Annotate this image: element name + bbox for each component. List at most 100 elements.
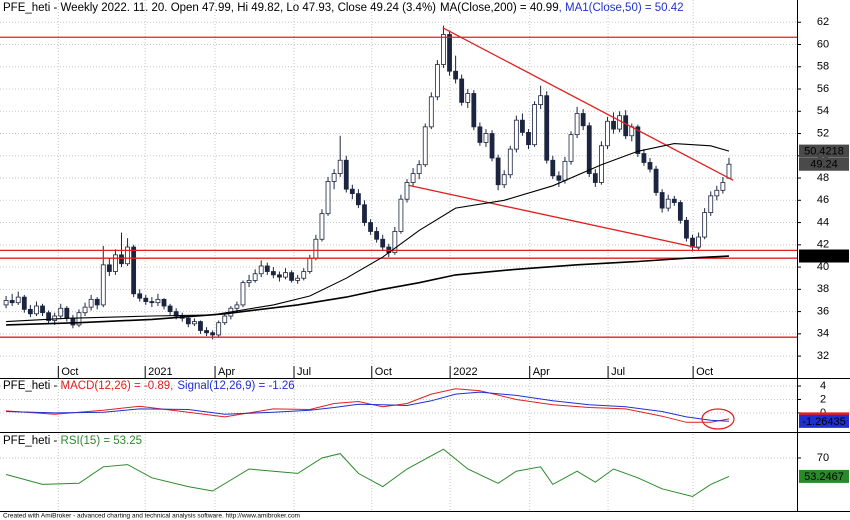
legend-separator: , — [559, 2, 565, 14]
candle-body — [495, 157, 501, 186]
candle-body — [392, 231, 398, 254]
y-tick-label: 70 — [817, 452, 829, 464]
x-tick-label: Apr — [533, 366, 550, 378]
candle-body — [538, 95, 544, 106]
candle-body — [471, 93, 477, 128]
candle-body — [489, 133, 495, 159]
y-tick-label: 34 — [817, 328, 829, 340]
candle-body — [653, 168, 659, 193]
candle-body — [532, 104, 537, 146]
candle-body — [562, 160, 568, 181]
candle-body — [283, 272, 288, 278]
candle-body — [465, 93, 471, 103]
legend-entry: RSI(15) = 53.25 — [61, 435, 143, 447]
candle-body — [356, 193, 361, 206]
candle-body — [556, 175, 562, 181]
value-badge — [799, 144, 849, 158]
candle-body — [592, 173, 598, 183]
candle-body — [708, 195, 714, 213]
candle-body — [349, 188, 355, 195]
rsi-header: PFE_heti - RSI(15) = 53.25 — [3, 435, 142, 447]
candle-body — [447, 34, 452, 72]
candle-body — [422, 126, 428, 166]
candle-body — [574, 113, 580, 136]
candle-body — [270, 271, 276, 276]
candle-body — [204, 330, 209, 334]
x-tick-label: 2021 — [148, 366, 172, 378]
candle-body — [362, 204, 367, 223]
value-badge-label: 49.24 — [810, 159, 838, 171]
candle-body — [149, 301, 155, 304]
candle-body — [568, 134, 574, 162]
title: PFE_heti - Weekly 2022. 11. 20. Open 47.… — [3, 2, 436, 14]
y-tick-label: 58 — [817, 61, 829, 73]
candle-body — [3, 300, 9, 306]
candle-body — [313, 238, 319, 259]
candle-body — [453, 70, 459, 80]
candle-body — [580, 113, 586, 127]
legend-entry: MACD(12,26) = -0.89, — [61, 380, 174, 392]
candle-body — [410, 173, 416, 183]
y-tick-label: 54 — [817, 105, 829, 117]
candle-body — [246, 280, 252, 284]
legend-entry: MA(Close,200) = 40.99 — [440, 2, 559, 14]
candle-body — [131, 246, 137, 295]
y-tick-label: 38 — [817, 283, 829, 295]
candle-body — [343, 159, 349, 190]
candle-body — [586, 125, 592, 174]
candle-body — [416, 164, 422, 174]
y-tick-label: 62 — [817, 16, 829, 28]
candle-body — [319, 213, 325, 240]
candle-body — [331, 173, 337, 182]
candle-body — [696, 236, 701, 248]
candle-body — [635, 126, 641, 154]
candle-body — [106, 264, 112, 272]
candle-body — [58, 307, 64, 317]
candle-body — [684, 219, 689, 239]
candle-body — [21, 296, 27, 310]
candle-body — [671, 198, 677, 203]
footer: Created with AmiBroker - advanced charti… — [3, 513, 300, 520]
candle-body — [434, 64, 440, 98]
ma-line — [6, 255, 730, 326]
candle-body — [113, 254, 118, 272]
candle-body — [191, 321, 197, 325]
candle-body — [605, 120, 610, 147]
candle-body — [34, 305, 39, 315]
candle-body — [222, 315, 228, 324]
candle-body — [88, 298, 94, 308]
candle-body — [52, 315, 58, 321]
candle-body — [428, 96, 434, 128]
y-tick-label: 44 — [817, 216, 829, 228]
y-tick-label: 60 — [817, 38, 829, 50]
candle-body — [185, 317, 191, 325]
candle-body — [301, 271, 307, 279]
candle-body — [46, 312, 51, 321]
candle-body — [459, 78, 465, 103]
candle-body — [100, 264, 106, 306]
candle-body — [665, 198, 671, 209]
title: PFE_heti - — [3, 380, 61, 392]
candle-body — [617, 115, 623, 130]
candle-body — [659, 192, 665, 209]
indicator-line — [6, 388, 730, 423]
candle-body — [611, 120, 616, 130]
legend-entry: MA1(Close,50) = 50.42 — [565, 2, 684, 14]
y-tick-label: 32 — [817, 350, 829, 362]
candle-body — [137, 293, 143, 299]
candle-body — [702, 212, 708, 238]
candle-body — [544, 95, 550, 161]
candle-body — [155, 298, 161, 304]
candle-body — [507, 148, 513, 176]
x-tick-label: Oct — [375, 366, 392, 378]
candle-body — [264, 265, 270, 272]
indicator-line — [6, 391, 730, 422]
candle-body — [307, 257, 313, 272]
candle-body — [513, 119, 519, 150]
candle-body — [27, 308, 33, 315]
indicator-line — [5, 448, 730, 498]
candle-body — [398, 198, 404, 232]
value-badge-label: -1.26435 — [802, 416, 845, 428]
